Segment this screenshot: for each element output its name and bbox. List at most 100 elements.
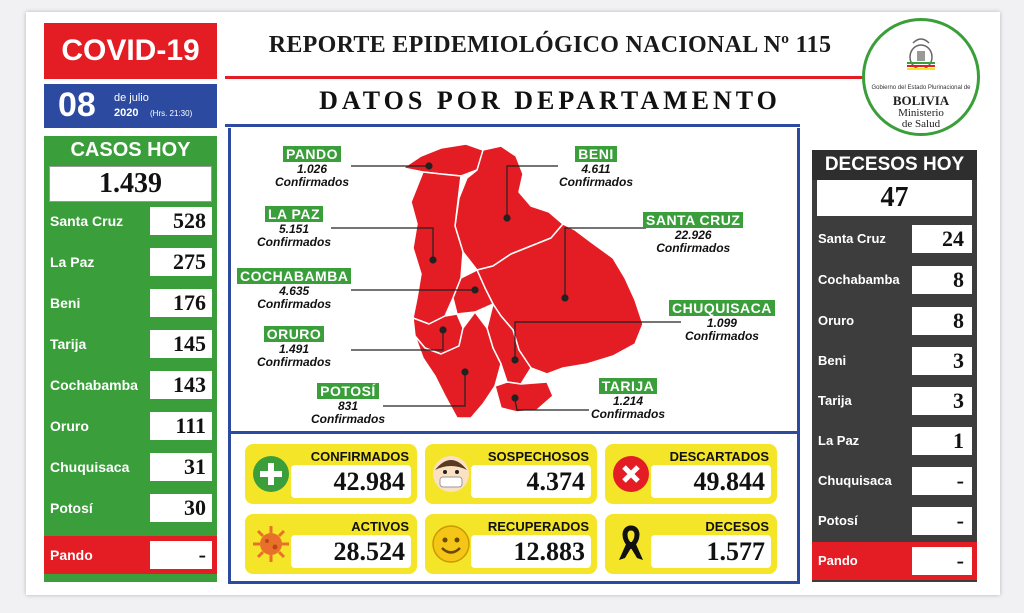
department-name: CHUQUISACA — [669, 300, 775, 316]
stat-value: 42.984 — [291, 465, 411, 498]
decesos-row-pando: Pando - — [812, 542, 977, 580]
stat-label: CONFIRMADOS — [310, 449, 409, 464]
department-name: POTOSÍ — [317, 383, 379, 399]
map-label-potos-: POTOSÍ 831 Confirmados — [311, 383, 385, 426]
bolivia-map — [331, 143, 681, 419]
casos-row-value: - — [150, 541, 212, 569]
virus-icon — [251, 524, 291, 564]
casos-row-value: 275 — [150, 248, 212, 276]
casos-row-label: Chuquisaca — [50, 459, 130, 475]
casos-row-label: La Paz — [50, 254, 95, 270]
casos-row-value: 31 — [150, 453, 212, 481]
decesos-row-la-paz: La Paz 1 — [812, 422, 977, 460]
decesos-row-beni: Beni 3 — [812, 342, 977, 380]
casos-row-label: Santa Cruz — [50, 213, 124, 229]
stat-value: 12.883 — [471, 535, 591, 568]
logo-line2: BOLIVIA — [892, 93, 950, 108]
subtitle-divider — [225, 124, 800, 127]
stat-value: 4.374 — [471, 465, 591, 498]
casos-row-label: Cochabamba — [50, 377, 138, 393]
casos-row-label: Beni — [50, 295, 81, 311]
map-label-chuquisaca: CHUQUISACA 1.099 Confirmados — [669, 300, 775, 343]
date-badge: 08 de julio 2020 (Hrs. 21:30) — [44, 84, 217, 128]
ribbon-icon — [611, 524, 651, 564]
decesos-row-value: 1 — [912, 427, 972, 455]
map-label-cochabamba: COCHABAMBA 4.635 Confirmados — [237, 268, 352, 311]
plus-icon — [251, 454, 291, 494]
department-name: SANTA CRUZ — [643, 212, 744, 228]
map-label-tarija: TARIJA 1.214 Confirmados — [591, 378, 665, 421]
stat-decesos: DECESOS 1.577 — [605, 514, 777, 574]
stat-label: RECUPERADOS — [487, 519, 589, 534]
decesos-row-value: - — [912, 507, 972, 535]
stat-confirmados: CONFIRMADOS 42.984 — [245, 444, 417, 504]
department-shapes — [402, 143, 644, 419]
map-label-pando: PANDO 1.026 Confirmados — [275, 146, 349, 189]
decesos-row-value: 3 — [912, 387, 972, 415]
decesos-row-cochabamba: Cochabamba 8 — [812, 261, 977, 299]
decesos-hoy-total: 47 — [817, 180, 972, 216]
date-time: (Hrs. 21:30) — [150, 109, 193, 118]
logo-line1: Gobierno del Estado Plurinacional de — [871, 85, 971, 91]
department-name: PANDO — [282, 146, 342, 162]
report-title: REPORTE EPIDEMIOLÓGICO NACIONAL Nº 115 — [268, 32, 832, 58]
decesos-row-value: 3 — [912, 347, 972, 375]
ministry-logo: Gobierno del Estado Plurinacional de BOL… — [862, 18, 980, 136]
stat-label: ACTIVOS — [351, 519, 409, 534]
stats-frame: CONFIRMADOS 42.984 SOSPECHOSOS 4.374 DESCART… — [228, 434, 800, 584]
department-value: 4.635 — [279, 284, 310, 298]
casos-row-value: 145 — [150, 330, 212, 358]
smile-icon — [431, 524, 471, 564]
confirmados-label: Confirmados — [656, 241, 731, 255]
stat-value: 28.524 — [291, 535, 411, 568]
casos-row-value: 111 — [150, 412, 212, 440]
stat-label: DESCARTADOS — [669, 449, 769, 464]
decesos-row-tarija: Tarija 3 — [812, 382, 977, 420]
date-month: de julio — [114, 92, 149, 104]
stat-label: DECESOS — [705, 519, 769, 534]
confirmados-label: Confirmados — [257, 355, 332, 369]
confirmados-label: Confirmados — [257, 235, 332, 249]
confirmados-label: Confirmados — [684, 329, 759, 343]
decesos-row-value: 8 — [912, 266, 972, 294]
confirmados-label: Confirmados — [275, 175, 350, 189]
casos-row-label: Tarija — [50, 336, 87, 352]
casos-row-beni: Beni 176 — [44, 284, 217, 322]
masked-face-icon — [431, 454, 471, 494]
decesos-row-label: Potosí — [818, 513, 858, 528]
stat-descartados: DESCARTADOS 49.844 — [605, 444, 777, 504]
cross-icon — [611, 454, 651, 494]
casos-row-value: 528 — [150, 207, 212, 235]
map-label-la-paz: LA PAZ 5.151 Confirmados — [257, 206, 331, 249]
coat-of-arms-icon — [907, 38, 935, 70]
department-value: 1.099 — [706, 316, 737, 330]
stat-value: 1.577 — [651, 535, 771, 568]
confirmados-label: Confirmados — [591, 407, 666, 421]
decesos-row-value: 24 — [912, 225, 972, 253]
map-frame: PANDO 1.026 Confirmados BENI 4.611 Confirmado… — [228, 128, 800, 434]
casos-row-cochabamba: Cochabamba 143 — [44, 366, 217, 404]
stat-recuperados: RECUPERADOS 12.883 — [425, 514, 597, 574]
stat-label: SOSPECHOSOS — [487, 449, 589, 464]
decesos-row-label: Cochabamba — [818, 272, 900, 287]
casos-row-value: 176 — [150, 289, 212, 317]
casos-row-label: Pando — [50, 547, 93, 563]
decesos-row-label: Beni — [818, 353, 847, 368]
map-label-santa-cruz: SANTA CRUZ 22.926 Confirmados — [643, 212, 744, 255]
casos-row-label: Potosí — [50, 500, 93, 516]
decesos-row-label: Santa Cruz — [818, 231, 886, 246]
casos-row-value: 30 — [150, 494, 212, 522]
department-name: BENI — [575, 146, 617, 162]
casos-row-la-paz: La Paz 275 — [44, 243, 217, 281]
department-value: 1.491 — [278, 342, 310, 356]
decesos-hoy-title: DECESOS HOY — [812, 150, 977, 180]
leader-lines — [331, 162, 681, 411]
casos-row-santa-cruz: Santa Cruz 528 — [44, 202, 217, 240]
map-label-oruro: ORURO 1.491 Confirmados — [257, 326, 331, 369]
department-name: COCHABAMBA — [237, 268, 352, 284]
decesos-row-label: La Paz — [818, 433, 860, 448]
casos-hoy-total: 1.439 — [49, 166, 212, 202]
casos-row-tarija: Tarija 145 — [44, 325, 217, 363]
casos-row-value: 143 — [150, 371, 212, 399]
department-value: 22.926 — [674, 228, 712, 242]
